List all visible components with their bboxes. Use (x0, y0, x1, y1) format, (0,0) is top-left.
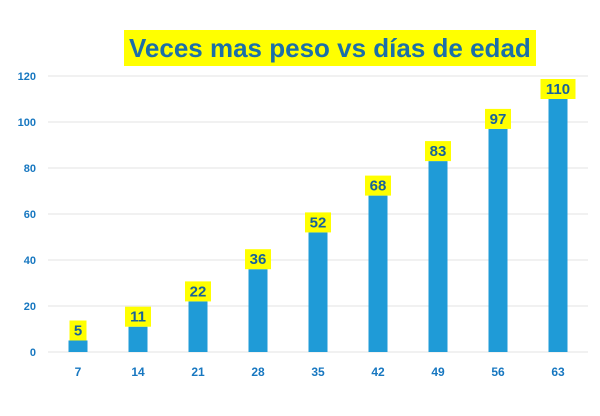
data-label: 52 (310, 214, 327, 231)
data-label-background (365, 175, 391, 196)
data-label-background (125, 306, 151, 327)
data-label-background (69, 320, 87, 341)
bar[interactable] (368, 195, 388, 352)
data-label: 97 (490, 111, 507, 128)
x-tick-label: 35 (311, 365, 325, 379)
data-label-background (245, 249, 271, 270)
bar[interactable] (248, 269, 268, 352)
bar[interactable] (68, 340, 88, 353)
data-label: 110 (546, 81, 570, 98)
data-label-background (305, 212, 331, 233)
data-label: 68 (370, 178, 387, 195)
x-tick-label: 7 (75, 365, 82, 379)
x-tick-label: 63 (551, 365, 565, 379)
bar[interactable] (188, 301, 208, 352)
y-tick-label: 0 (30, 347, 36, 359)
x-tick-label: 42 (371, 365, 385, 379)
x-tick-label: 49 (431, 365, 445, 379)
y-tick-label: 60 (24, 209, 36, 221)
data-label: 5 (74, 323, 82, 340)
data-label: 36 (250, 251, 267, 268)
data-label: 83 (430, 143, 447, 160)
y-tick-label: 120 (18, 71, 36, 83)
data-label: 22 (190, 283, 207, 300)
data-label: 11 (130, 309, 146, 326)
data-label-background (485, 108, 511, 129)
x-tick-label: 56 (491, 365, 505, 379)
data-label-background (540, 79, 576, 99)
bar[interactable] (488, 128, 508, 352)
bar[interactable] (308, 232, 328, 352)
chart-title: Veces mas peso vs días de edad (124, 30, 536, 66)
bar[interactable] (428, 161, 448, 352)
data-label-background (185, 281, 211, 302)
y-tick-label: 80 (24, 163, 36, 175)
x-tick-label: 14 (131, 365, 145, 379)
x-tick-label: 28 (251, 365, 265, 379)
y-tick-label: 100 (18, 117, 36, 129)
data-label-background (425, 141, 451, 162)
y-tick-label: 40 (24, 255, 36, 267)
y-tick-label: 20 (24, 301, 36, 313)
bar[interactable] (128, 326, 148, 352)
x-tick-label: 21 (191, 365, 205, 379)
bar[interactable] (548, 99, 568, 352)
